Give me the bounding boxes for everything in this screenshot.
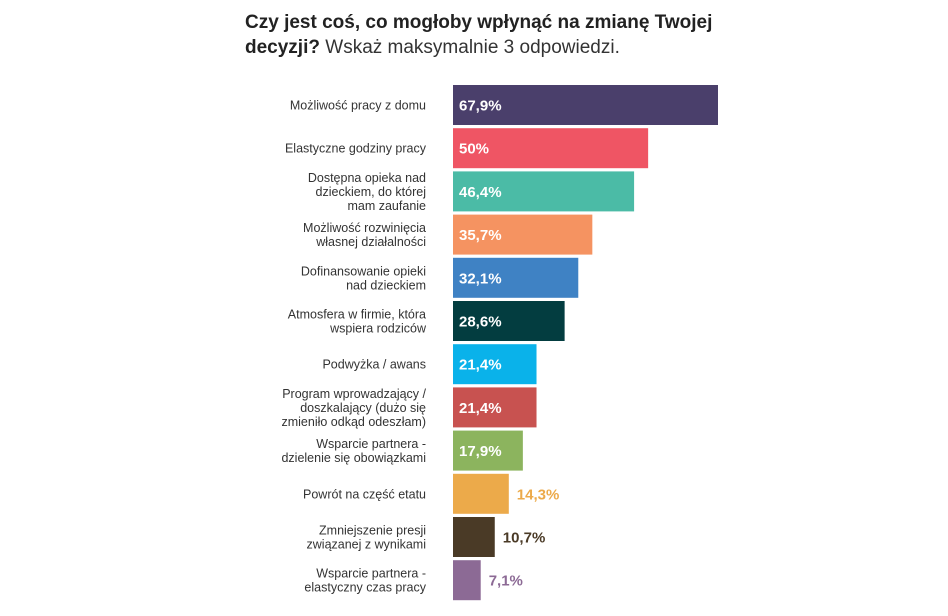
bar: [453, 430, 523, 471]
category-label: Możliwość pracy z domu: [290, 99, 426, 113]
category-label: Elastyczne godziny pracy: [285, 142, 427, 156]
category-label: Program wprowadzający / doszkalający (duż…: [281, 387, 426, 429]
category-label: Wsparcie partnera -dzielenie się obowiąz…: [281, 437, 426, 465]
value-label: 46,4%: [459, 184, 502, 201]
bar-group: Wsparcie partnera -elastyczny czas pracy…: [304, 560, 523, 601]
bar: [453, 257, 579, 298]
bar-group: Wsparcie partnera -dzielenie się obowiąz…: [281, 430, 523, 471]
category-label: Możliwość rozwinięcia własnej działalnośc…: [303, 221, 426, 249]
category-label: Powrót na część etatu: [303, 487, 426, 501]
chart-title: Czy jest coś, co mogłoby wpłynąć na zmia…: [245, 10, 765, 60]
bar: [453, 128, 649, 169]
value-label: 67,9%: [459, 98, 502, 115]
value-label: 7,1%: [489, 573, 523, 590]
bar-group: Elastyczne godziny pracy 50%: [285, 128, 649, 169]
value-label: 32,1%: [459, 270, 502, 287]
bar: [453, 473, 509, 514]
category-label: Dofinansowanie opieki nad dzieckiem: [301, 264, 426, 292]
bar: [453, 387, 537, 428]
category-label: Wsparcie partnera -elastyczny czas pracy: [304, 567, 426, 595]
bar-group: Dofinansowanie opieki nad dzieckiem 32,1%: [301, 257, 579, 298]
category-label: Atmosfera w firmie, która wspiera rodzicó…: [288, 308, 427, 336]
bar-group: Możliwość rozwinięcia własnej działalnośc…: [303, 214, 593, 255]
category-label: Podwyżka / awans: [322, 358, 426, 372]
value-label: 35,7%: [459, 227, 502, 244]
value-label: 21,4%: [459, 400, 502, 417]
bar: [453, 517, 495, 557]
chart-title-question: Czy jest coś, co mogłoby wpłynąć na zmia…: [245, 12, 713, 58]
bar: [453, 301, 565, 341]
bar: [453, 85, 718, 125]
category-label: Zmniejszenie presji związanej z wynikami: [307, 524, 426, 552]
bar: [453, 344, 537, 385]
bar-group: Powrót na część etatu 14,3%: [303, 473, 560, 514]
bar-group: Możliwość pracy z domu 67,9%: [290, 85, 718, 125]
bar: [453, 214, 593, 255]
value-label: 28,6%: [459, 314, 502, 331]
value-label: 50%: [459, 141, 489, 158]
bar-group: Program wprowadzający / doszkalający (duż…: [281, 387, 537, 429]
value-label: 21,4%: [459, 357, 502, 374]
bar-group: Atmosfera w firmie, która wspiera rodzicó…: [288, 301, 565, 341]
chart-title-instruction: Wskaż maksymalnie 3 odpowiedzi.: [319, 37, 620, 58]
value-label: 10,7%: [503, 530, 546, 547]
bar-group: Zmniejszenie presji związanej z wynikami 1…: [307, 517, 546, 557]
bar: [453, 560, 481, 601]
value-label: 17,9%: [459, 443, 502, 460]
bar-group: Dostępna opieka nad dzieckiem, do której m…: [308, 171, 635, 213]
bar-group: Podwyżka / awans 21,4%: [322, 344, 537, 385]
bar: [453, 171, 635, 212]
category-label: Dostępna opieka nad dzieckiem, do której m…: [308, 171, 426, 213]
value-label: 14,3%: [517, 486, 560, 503]
